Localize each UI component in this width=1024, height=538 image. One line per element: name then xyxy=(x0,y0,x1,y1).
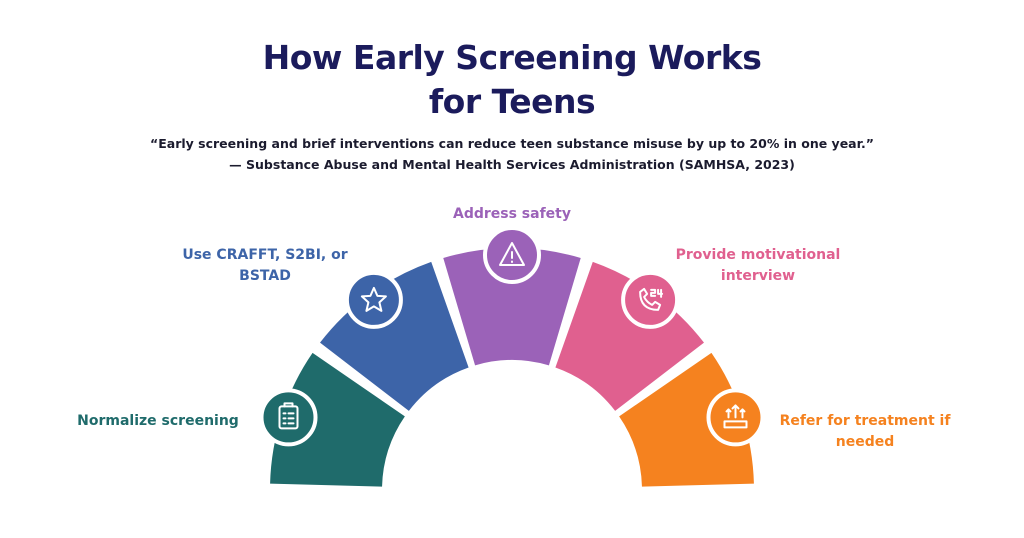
step-label: Normalize screening xyxy=(77,413,239,429)
step-segment xyxy=(320,261,469,411)
step-segment xyxy=(555,261,704,411)
step-label: Address safety xyxy=(452,206,571,222)
step-segment xyxy=(443,248,581,366)
title: How Early Screening Works for Teens xyxy=(262,38,762,121)
icon-warning xyxy=(483,226,541,284)
step-label: Use CRAFFT, S2BI, or BSTAD xyxy=(182,247,348,284)
step-label: Refer for treatment if needed xyxy=(779,413,951,450)
source: — Substance Abuse and Mental Health Serv… xyxy=(229,157,795,172)
arc-group xyxy=(270,248,754,487)
step-label: Provide motivational interview xyxy=(675,247,841,284)
icon-star xyxy=(344,270,403,329)
icon-arrows xyxy=(706,388,765,447)
step-segment xyxy=(619,352,754,487)
quote: “Early screening and brief interventions… xyxy=(150,136,874,151)
icon-clipboard xyxy=(259,388,318,447)
step-segment xyxy=(270,352,405,487)
icon-phone xyxy=(621,270,680,329)
